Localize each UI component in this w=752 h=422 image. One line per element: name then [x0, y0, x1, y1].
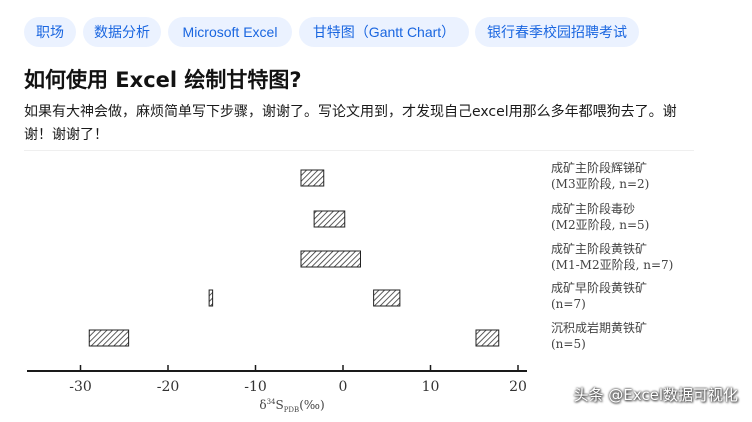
category-label: (M2亚阶段, n=5) — [551, 217, 649, 232]
gantt-bars — [88, 169, 500, 347]
x-tick-label: -20 — [157, 379, 180, 395]
category-label: 成矿早阶段黄铁矿 — [551, 280, 647, 295]
gantt-bar — [208, 289, 214, 307]
category-label: (n=5) — [551, 337, 586, 351]
question-title[interactable]: 如何使用 Excel 绘制甘特图? — [24, 68, 302, 92]
x-tick-label: -30 — [69, 379, 92, 395]
question-description: 如果有大神会做，麻烦简单写下步骤，谢谢了。写论文用到，才发现自己excel用那么… — [24, 104, 677, 143]
tag-data-analysis[interactable]: 数据分析 — [83, 17, 161, 47]
x-tick-label: 10 — [422, 379, 440, 395]
gantt-bar — [300, 169, 325, 187]
category-label: (M1-M2亚阶段, n=7) — [551, 257, 673, 272]
gantt-bar — [373, 289, 401, 307]
category-label: 沉积成岩期黄铁矿 — [551, 320, 647, 335]
tag-workplace[interactable]: 职场 — [24, 17, 76, 47]
x-axis-ticks: -30 -20 -10 0 10 20 — [69, 365, 527, 395]
category-label: (n=7) — [551, 297, 586, 311]
category-labels: 成矿主阶段辉锑矿(M3亚阶段, n=2) 成矿主阶段毒砂(M2亚阶段, n=5) 成… — [551, 160, 673, 351]
tag-gantt-chart[interactable]: 甘特图（Gantt Chart） — [299, 17, 469, 47]
watermark: 头条 @Excel数据可视化 — [573, 386, 738, 404]
gantt-figure: -30 -20 -10 0 10 20 成矿主阶段辉锑矿 (M3亚阶段, n=2) 成矿主阶段… — [0, 148, 752, 417]
x-tick-label: 20 — [509, 379, 527, 395]
x-axis-label: δ34SPDB(‰) — [259, 398, 324, 414]
gantt-bar — [313, 210, 346, 228]
gantt-bar — [300, 250, 361, 268]
category-label: (M3亚阶段, n=2) — [551, 176, 649, 191]
gantt-chart-svg: -30 -20 -10 0 10 20 成矿主阶段辉锑矿(M3亚阶段, n=2)成矿主阶段… — [27, 160, 673, 414]
tag-bank-campus-recruitment[interactable]: 银行春季校园招聘考试 — [475, 17, 639, 47]
category-label: 成矿主阶段辉锑矿 — [551, 160, 647, 175]
x-tick-label: -10 — [244, 379, 267, 395]
category-label: 成矿主阶段黄铁矿 — [551, 241, 647, 256]
tag-microsoft-excel[interactable]: Microsoft Excel — [168, 17, 292, 47]
figure-divider — [24, 150, 694, 151]
x-tick-label: 0 — [339, 379, 348, 395]
gantt-bar — [88, 329, 130, 347]
gantt-bar — [475, 329, 500, 347]
category-label: 成矿主阶段毒砂 — [551, 201, 635, 216]
